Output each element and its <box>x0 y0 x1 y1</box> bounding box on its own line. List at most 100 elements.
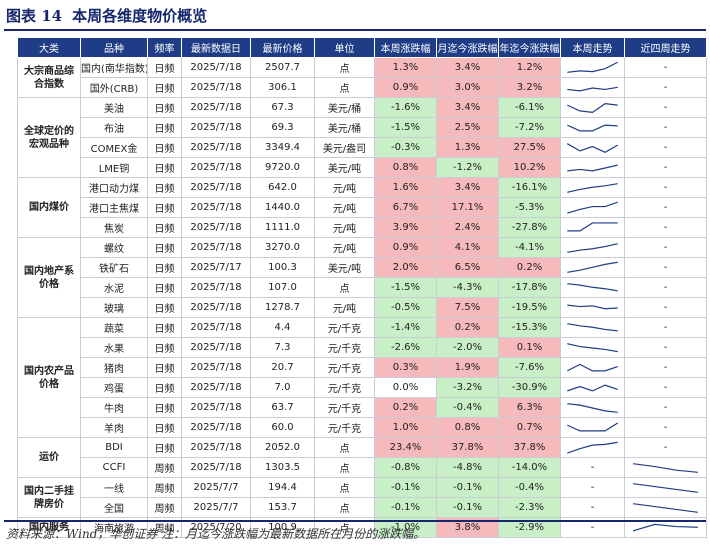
ytd-change-cell: -15.3% <box>498 317 561 338</box>
unit-cell: 元/吨 <box>314 237 375 258</box>
price-cell: 67.3 <box>250 97 315 118</box>
item-name-cell: 螺纹 <box>80 237 148 258</box>
unit-cell: 点 <box>314 277 375 298</box>
weekly-trend-sparkline <box>560 417 625 438</box>
unit-cell: 元/千克 <box>314 357 375 378</box>
frequency-cell: 日频 <box>147 337 182 358</box>
trend-line <box>567 323 617 330</box>
trend-line <box>567 165 617 171</box>
frequency-cell: 周频 <box>147 477 182 498</box>
price-cell: 2507.7 <box>250 57 315 78</box>
mtd-change-cell: -4.3% <box>436 277 499 298</box>
trend-line <box>633 503 698 512</box>
four-week-trend-sparkline <box>624 517 707 538</box>
category-cell: 运价 <box>17 437 81 478</box>
date-cell: 2025/7/18 <box>181 457 251 478</box>
trend-line <box>567 222 617 230</box>
date-cell: 2025/7/18 <box>181 277 251 298</box>
weekly-trend-sparkline-empty: - <box>560 477 625 498</box>
frequency-cell: 日频 <box>147 297 182 318</box>
item-name-cell: BDI <box>80 437 148 458</box>
four-week-trend-sparkline-empty: - <box>624 177 707 198</box>
footer-rule <box>4 520 706 522</box>
four-week-trend-sparkline-empty: - <box>624 237 707 258</box>
date-cell: 2025/7/18 <box>181 237 251 258</box>
frequency-cell: 日频 <box>147 377 182 398</box>
unit-cell: 点 <box>314 437 375 458</box>
unit-cell: 元/千克 <box>314 337 375 358</box>
ytd-change-cell: 0.7% <box>498 417 561 438</box>
table-row: 国内煤价 港口动力煤 日频 2025/7/18 642.0 元/吨 1.6% 3.4% -16.… <box>17 177 707 238</box>
item-name-cell: 羊肉 <box>80 417 148 438</box>
weekly-trend-sparkline <box>560 237 625 258</box>
price-overview-table: 大类 品种 频率 最新数据日 最新价格 单位 本周涨跌幅 月迄今涨跌幅 年迄今涨跌幅 本周走势 近四… <box>17 37 707 538</box>
four-week-trend-sparkline-empty: - <box>624 117 707 138</box>
unit-cell: 美元/桶 <box>314 117 375 138</box>
trend-line <box>633 524 698 530</box>
date-cell: 2025/7/18 <box>181 297 251 318</box>
price-cell: 9720.0 <box>250 157 315 178</box>
item-name-cell: 鸡蛋 <box>80 377 148 398</box>
price-cell: 153.7 <box>250 497 315 518</box>
figure-label: 图表 14 <box>6 7 63 25</box>
mtd-change-cell: -0.4% <box>436 397 499 418</box>
frequency-cell: 日频 <box>147 317 182 338</box>
trend-line <box>567 422 617 430</box>
mtd-change-cell: 0.8% <box>436 417 499 438</box>
item-name-cell: 港口动力煤 <box>80 177 148 198</box>
item-name-cell: 蔬菜 <box>80 317 148 338</box>
price-cell: 642.0 <box>250 177 315 198</box>
price-cell: 194.4 <box>250 477 315 498</box>
table-row: 鸡蛋 日频 2025/7/18 7.0 元/千克 0.0% -3.2% -30.9% - <box>18 377 707 398</box>
table-body: 大宗商品综合指数 国内(南华指数) 日频 2025/7/18 2507.7 点 1.3% 3.… <box>17 57 707 538</box>
ytd-change-cell: -7.6% <box>498 357 561 378</box>
trend-line <box>567 305 617 309</box>
unit-cell: 元/吨 <box>314 177 375 198</box>
item-name-cell: 海南旅游 <box>80 517 148 538</box>
ytd-change-cell: 0.1% <box>498 337 561 358</box>
weekly-trend-sparkline <box>560 397 625 418</box>
weekly-change-cell: 0.8% <box>374 157 437 178</box>
price-cell: 3349.4 <box>250 137 315 158</box>
weekly-trend-sparkline-empty: - <box>560 457 625 478</box>
weekly-change-cell: 1.3% <box>374 57 437 78</box>
mtd-change-cell: 3.8% <box>436 517 499 538</box>
unit-cell: 美元/盎司 <box>314 137 375 158</box>
price-cell: 7.3 <box>250 337 315 358</box>
date-cell: 2025/7/18 <box>181 157 251 178</box>
ytd-change-cell: 6.3% <box>498 397 561 418</box>
trend-line <box>567 125 617 131</box>
trend-line <box>567 62 617 72</box>
price-cell: 306.1 <box>250 77 315 98</box>
frequency-cell: 日频 <box>147 217 182 238</box>
weekly-trend-sparkline <box>560 357 625 378</box>
mtd-change-cell: 3.4% <box>436 97 499 118</box>
column-header: 最新数据日 <box>181 37 251 58</box>
weekly-trend-sparkline <box>560 337 625 358</box>
unit-cell: 美元/桶 <box>314 97 375 118</box>
figure-title: 图表 14 本周各维度物价概览 <box>6 3 217 29</box>
item-name-cell: 港口主焦煤 <box>80 197 148 218</box>
weekly-trend-sparkline-empty: - <box>560 497 625 518</box>
weekly-change-cell: 3.9% <box>374 217 437 238</box>
trend-line <box>567 442 617 453</box>
ytd-change-cell: 37.8% <box>498 437 561 458</box>
table-row: 水果 日频 2025/7/18 7.3 元/千克 -2.6% -2.0% 0.1% - <box>18 337 707 358</box>
mtd-change-cell: 1.3% <box>436 137 499 158</box>
weekly-change-cell: -0.8% <box>374 457 437 478</box>
trend-line <box>633 463 698 472</box>
unit-cell: 美元/吨 <box>314 257 375 278</box>
four-week-trend-sparkline-empty: - <box>624 377 707 398</box>
four-week-trend-sparkline-empty: - <box>624 397 707 418</box>
mtd-change-cell: 4.1% <box>436 237 499 258</box>
table-row: 全国 周频 2025/7/7 153.7 点 -0.1% -0.1% -2.3% - <box>18 497 707 518</box>
date-cell: 2025/7/18 <box>181 337 251 358</box>
ytd-change-cell: -5.3% <box>498 197 561 218</box>
frequency-cell: 日频 <box>147 397 182 418</box>
column-header: 频率 <box>147 37 182 58</box>
unit-cell: 元/吨 <box>314 297 375 318</box>
column-header: 月迄今涨跌幅 <box>436 37 499 58</box>
date-cell: 2025/7/18 <box>181 317 251 338</box>
table-row: 大宗商品综合指数 国内(南华指数) 日频 2025/7/18 2507.7 点 1.3% 3.… <box>17 57 707 98</box>
item-name-cell: 猪肉 <box>80 357 148 378</box>
